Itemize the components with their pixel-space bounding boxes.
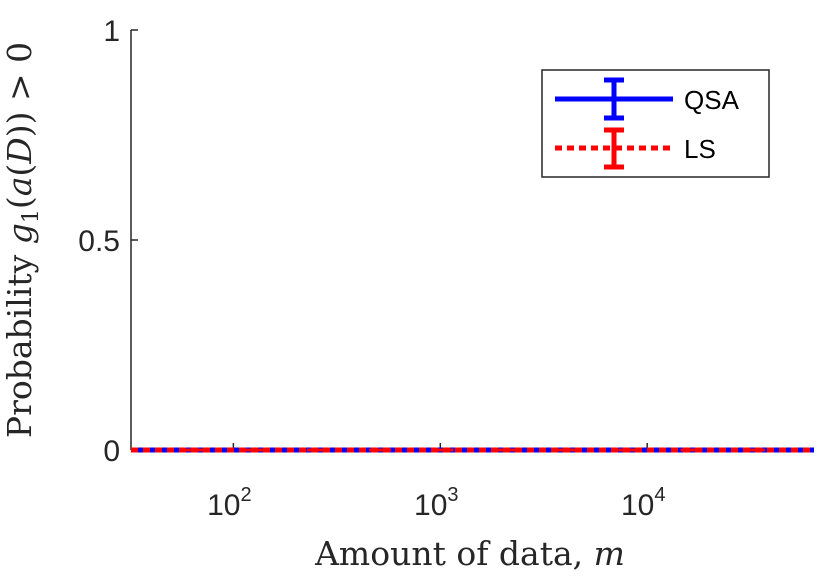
x-axis-label-text: Amount of data, bbox=[314, 534, 594, 573]
y-axis-label-a: a bbox=[0, 177, 39, 197]
legend-box bbox=[541, 69, 770, 178]
x-tick-label: 103 bbox=[414, 484, 459, 522]
y-axis-label-rest1: ( bbox=[0, 196, 39, 209]
y-tick-label: 0.5 bbox=[78, 225, 120, 258]
x-tick-exponent: 3 bbox=[447, 484, 458, 506]
legend: QSA LS bbox=[541, 69, 770, 178]
legend-entry-qsa: QSA bbox=[555, 77, 740, 121]
x-tick-exponent: 2 bbox=[241, 484, 252, 506]
legend-entry-ls: LS bbox=[555, 127, 716, 170]
x-tick-exponent: 4 bbox=[654, 484, 665, 506]
y-tick-label: 1 bbox=[103, 15, 120, 48]
x-tick-label: 102 bbox=[207, 484, 252, 522]
x-tick-label: 104 bbox=[621, 484, 666, 522]
legend-qsa-label: QSA bbox=[684, 85, 740, 115]
y-axis-label-sub: 1 bbox=[19, 209, 44, 223]
y-axis-label-prefix: Probability bbox=[0, 244, 39, 438]
legend-ls-label: LS bbox=[684, 134, 716, 164]
y-axis-label-g: g bbox=[0, 223, 39, 244]
x-tick-base: 10 bbox=[207, 489, 240, 522]
y-axis-label-rest2: ( bbox=[0, 164, 39, 177]
y-tick-label: 0 bbox=[103, 435, 120, 468]
y-axis-label: Probability g1(a(D)) > 0 bbox=[0, 42, 44, 438]
y-axis-label-d: D bbox=[0, 137, 39, 164]
y-ticks: 00.51 bbox=[78, 15, 138, 468]
x-ticks: 102 103 104 bbox=[207, 443, 665, 522]
x-axis-label: Amount of data, m bbox=[314, 534, 625, 573]
x-axis-label-var: m bbox=[594, 534, 625, 573]
x-tick-base: 10 bbox=[621, 489, 654, 522]
y-axis-label-rest3: )) > 0 bbox=[0, 42, 39, 137]
x-tick-base: 10 bbox=[414, 489, 447, 522]
